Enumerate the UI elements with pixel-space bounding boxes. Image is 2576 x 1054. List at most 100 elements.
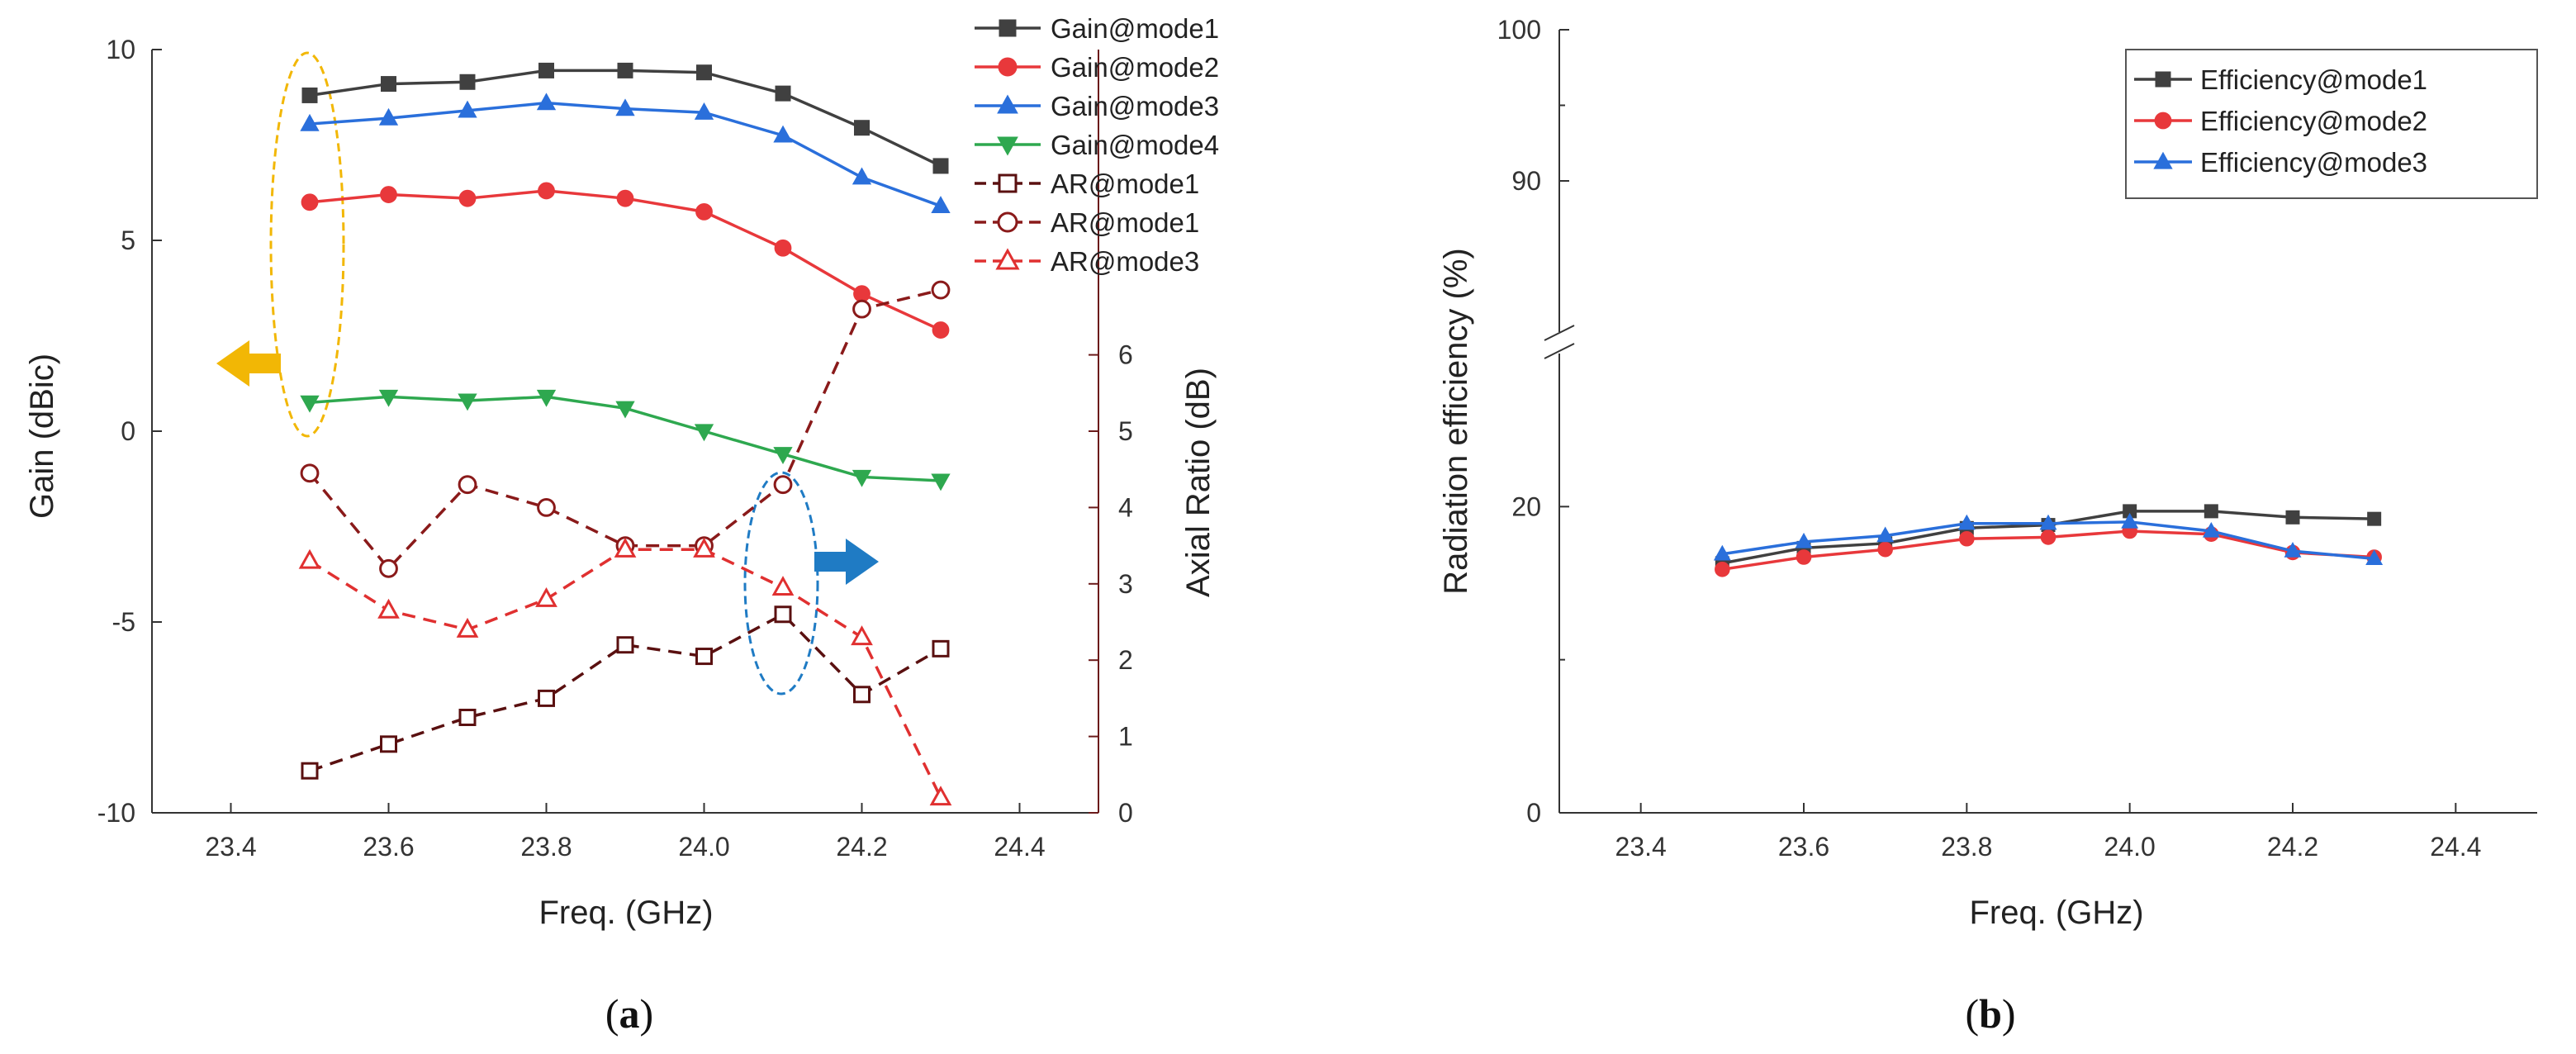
panel-a-ytick-label: -10 bbox=[97, 798, 135, 828]
data-point-ar-mode3 bbox=[771, 576, 795, 596]
panel-a-xtick-label: 23.6 bbox=[363, 832, 414, 862]
series-line-ar-mode1 bbox=[309, 612, 942, 772]
series-line-ar-mode3 bbox=[309, 548, 942, 799]
panel-a-axes: 10 5 0 -5 -10 0 1 2 3 4 5 6 23.4 23.6 23.8 24.0 24.2 24.4 bbox=[97, 35, 1133, 862]
panel-a-xtick-label: 23.8 bbox=[520, 832, 572, 862]
legend-entry-gain-mode4-3: Gain@mode4 bbox=[975, 130, 1219, 160]
legend-label: AR@mode1 bbox=[1051, 169, 1199, 199]
panel-a-xtick-label: 24.4 bbox=[994, 832, 1045, 862]
data-point-ar-mode1 bbox=[932, 639, 950, 658]
data-point-gain-mode3 bbox=[458, 100, 477, 118]
legend-marker bbox=[2153, 151, 2173, 169]
series-ar-mode1-4 bbox=[301, 605, 950, 780]
data-point-gain-mode3 bbox=[773, 125, 793, 143]
data-point-efficiency-mode1 bbox=[2285, 510, 2300, 525]
data-point-ar-mode3 bbox=[693, 537, 715, 558]
data-point-ar-mode3 bbox=[456, 617, 479, 638]
panel-a-y2tick-label: 6 bbox=[1118, 340, 1133, 370]
data-point-ar-mode1 bbox=[301, 762, 319, 780]
series-ar-mode3-6 bbox=[298, 537, 952, 806]
data-point-gain-mode1 bbox=[381, 76, 396, 93]
data-point-efficiency-mode3 bbox=[1876, 526, 1895, 543]
data-point-gain-mode2 bbox=[774, 239, 792, 257]
data-point-gain-mode1 bbox=[459, 74, 476, 90]
panel-a-y2tick-label: 2 bbox=[1118, 645, 1133, 675]
data-point-gain-mode3 bbox=[694, 102, 714, 120]
legend-frame bbox=[2125, 49, 2538, 199]
panel-b-xtick-label: 24.0 bbox=[2104, 832, 2156, 862]
legend-label: Gain@mode2 bbox=[1051, 52, 1219, 83]
data-point-efficiency-mode3 bbox=[2284, 542, 2302, 558]
panel-b-legend: Efficiency@mode1 Efficiency@mode2 Efficien… bbox=[2125, 49, 2538, 199]
data-point-gain-mode4 bbox=[378, 389, 399, 407]
data-point-gain-mode4 bbox=[931, 473, 951, 491]
data-point-ar-mode3 bbox=[535, 586, 557, 607]
panel-a-xtick-label: 23.4 bbox=[205, 832, 256, 862]
data-point-gain-mode4 bbox=[300, 395, 320, 413]
data-point-ar-mode1 bbox=[458, 475, 477, 495]
legend-label: Efficiency@mode3 bbox=[2200, 147, 2427, 178]
panel-a-ytick-label: -5 bbox=[112, 607, 135, 637]
series-line-gain-mode2 bbox=[309, 189, 942, 332]
panel-b-xlabel: Freq. (GHz) bbox=[1969, 895, 2143, 931]
data-point-gain-mode2 bbox=[380, 186, 397, 203]
legend-label: Gain@mode1 bbox=[1051, 13, 1219, 44]
panel-a-ylabel: Gain (dBic) bbox=[24, 354, 60, 519]
panel-b-caption: (b) bbox=[1965, 990, 2015, 1037]
data-point-gain-mode1 bbox=[301, 87, 318, 103]
panel-b-xtick-label: 23.4 bbox=[1615, 832, 1667, 862]
legend-entry-gain-mode1-0: Gain@mode1 bbox=[975, 13, 1219, 44]
panel-b: 0 20 90 100 23.4 23.6 23.8 24.0 24.2 24.4 Efficie… bbox=[1438, 15, 2538, 1037]
data-point-ar-mode1 bbox=[853, 686, 871, 704]
data-point-efficiency-mode2 bbox=[1796, 549, 1812, 565]
legend-entry-ar-mode3-6: AR@mode3 bbox=[975, 246, 1199, 277]
panel-b-xtick-label: 23.6 bbox=[1778, 832, 1829, 862]
series-line-ar-mode1 bbox=[308, 288, 942, 571]
series-efficiency-mode2 bbox=[1715, 523, 2382, 577]
legend-marker bbox=[995, 248, 1020, 270]
data-point-gain-mode4 bbox=[694, 424, 714, 442]
legend-label: AR@mode3 bbox=[1051, 246, 1199, 277]
data-point-efficiency-mode3 bbox=[2202, 521, 2220, 538]
data-point-gain-mode3 bbox=[378, 107, 399, 126]
legend-marker bbox=[997, 94, 1018, 114]
data-point-gain-mode3 bbox=[852, 167, 872, 185]
panel-a-ytick-label: 5 bbox=[121, 226, 135, 255]
axis-break-mark bbox=[1544, 343, 1575, 359]
series-ar-mode1-5 bbox=[300, 280, 951, 578]
panel-b-ytick-label: 0 bbox=[1526, 798, 1541, 828]
legend-entry-ar-mode1-4: AR@mode1 bbox=[975, 169, 1199, 199]
data-point-gain-mode3 bbox=[300, 113, 320, 131]
panel-a-ytick-label: 10 bbox=[106, 35, 135, 64]
legend-marker bbox=[998, 57, 1018, 77]
data-point-efficiency-mode2 bbox=[1715, 562, 1730, 577]
panel-a-caption: (a) bbox=[605, 990, 653, 1037]
data-point-gain-mode1 bbox=[696, 64, 712, 81]
data-point-ar-mode1 bbox=[616, 636, 634, 654]
series-gain-mode3-2 bbox=[300, 93, 951, 214]
panel-b-xtick-label: 23.8 bbox=[1941, 832, 1992, 862]
legend-entry-gain-mode3-2: Gain@mode3 bbox=[975, 91, 1219, 121]
panel-b-xtick-label: 24.2 bbox=[2267, 832, 2318, 862]
panel-a-series bbox=[298, 62, 952, 806]
data-point-gain-mode1 bbox=[854, 120, 870, 136]
data-point-gain-mode3 bbox=[931, 196, 951, 214]
data-point-efficiency-mode2 bbox=[1959, 530, 1975, 547]
legend-marker bbox=[2155, 71, 2171, 88]
panel-b-ytick-label: 20 bbox=[1511, 491, 1541, 521]
data-point-ar-mode1 bbox=[300, 463, 320, 483]
data-point-ar-mode1 bbox=[380, 735, 397, 753]
legend-label: Gain@mode4 bbox=[1051, 130, 1219, 160]
data-point-efficiency-mode3 bbox=[1795, 532, 1813, 548]
legend-marker bbox=[997, 211, 1018, 233]
data-point-efficiency-mode1 bbox=[2367, 511, 2382, 526]
panel-a-ytick-label: 0 bbox=[121, 416, 135, 446]
data-point-gain-mode4 bbox=[615, 401, 635, 419]
legend-entry-efficiency-mode1: Efficiency@mode1 bbox=[2134, 64, 2427, 95]
data-point-gain-mode2 bbox=[932, 321, 950, 339]
panel-a-y2tick-label: 0 bbox=[1118, 798, 1133, 828]
data-point-gain-mode2 bbox=[695, 202, 713, 221]
data-point-gain-mode3 bbox=[615, 98, 635, 116]
right-arrow-icon bbox=[814, 539, 879, 585]
